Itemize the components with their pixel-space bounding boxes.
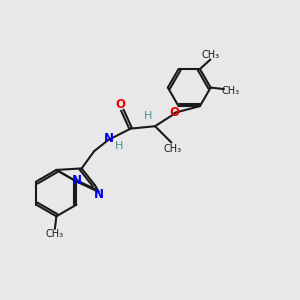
Text: N: N xyxy=(104,132,114,145)
Text: H: H xyxy=(115,141,123,152)
Text: CH₃: CH₃ xyxy=(202,50,220,60)
Text: N: N xyxy=(94,188,104,201)
Text: CH₃: CH₃ xyxy=(164,143,182,154)
Text: O: O xyxy=(116,98,126,111)
Text: H: H xyxy=(144,111,153,121)
Text: CH₃: CH₃ xyxy=(46,229,64,239)
Text: N: N xyxy=(72,174,82,188)
Text: O: O xyxy=(169,106,179,119)
Text: CH₃: CH₃ xyxy=(221,85,240,96)
